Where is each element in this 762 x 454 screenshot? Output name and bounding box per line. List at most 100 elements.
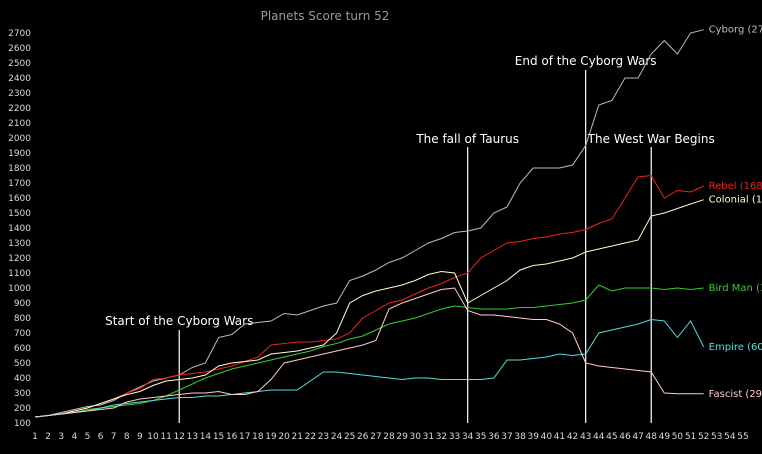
- y-tick-label: 1200: [8, 254, 31, 264]
- x-tick-label: 27: [370, 432, 381, 442]
- x-tick-label: 33: [449, 432, 460, 442]
- x-tick-label: 12: [173, 432, 184, 442]
- x-tick-label: 35: [475, 432, 486, 442]
- y-tick-label: 1700: [8, 179, 31, 189]
- series-line: [34, 287, 704, 418]
- x-tick-label: 52: [698, 432, 709, 442]
- x-tick-label: 50: [672, 432, 684, 442]
- event-markers: Start of the Cyborg Wars The fall of Taur…: [105, 54, 715, 423]
- x-tick-label: 8: [124, 432, 130, 442]
- x-tick-label: 51: [685, 432, 696, 442]
- series-end-label: Fascist (295): [709, 389, 762, 400]
- y-tick-label: 2000: [8, 134, 31, 144]
- y-tick-label: 2400: [8, 74, 31, 84]
- series-end-label: Bird Man (1000): [709, 283, 762, 294]
- event-label: The West War Begins: [587, 132, 715, 146]
- x-tick-label: 43: [580, 432, 591, 442]
- x-tick-label: 16: [226, 432, 238, 442]
- x-tick-label: 5: [85, 432, 91, 442]
- x-tick-label: 48: [645, 432, 657, 442]
- x-tick-label: 26: [357, 432, 369, 442]
- x-tick-label: 55: [737, 432, 748, 442]
- x-tick-label: 10: [147, 432, 159, 442]
- x-tick-label: 42: [567, 432, 578, 442]
- x-tick-label: 18: [252, 432, 264, 442]
- x-tick-label: 41: [554, 432, 565, 442]
- x-tick-label: 20: [278, 432, 290, 442]
- x-tick-label: 49: [659, 432, 671, 442]
- event-label: The fall of Taurus: [415, 132, 519, 146]
- x-tick-label: 9: [137, 432, 143, 442]
- x-tick-label: 54: [724, 432, 736, 442]
- event-label: End of the Cyborg Wars: [515, 54, 657, 68]
- y-tick-label: 1000: [8, 284, 31, 294]
- series-end-label: Rebel (1680): [709, 181, 762, 192]
- series-end-label: Empire (607): [709, 342, 762, 353]
- x-tick-label: 38: [514, 432, 526, 442]
- chart-title: Planets Score turn 52: [261, 9, 390, 23]
- x-tick-label: 22: [305, 432, 316, 442]
- x-tick-label: 19: [265, 432, 277, 442]
- y-tick-label: 700: [14, 329, 31, 339]
- y-tick-label: 100: [14, 419, 31, 429]
- x-tick-label: 15: [213, 432, 224, 442]
- x-tick-label: 28: [383, 432, 395, 442]
- y-tick-label: 1100: [8, 269, 31, 279]
- x-tick-label: 25: [344, 432, 355, 442]
- series-line: [34, 29, 704, 418]
- x-tick-label: 37: [501, 432, 512, 442]
- series-labels: Cyborg (2722) Rebel (1680) Colonial (1589)…: [709, 25, 762, 400]
- series-line: [34, 318, 705, 418]
- y-tick-label: 1500: [8, 209, 31, 219]
- x-tick-label: 7: [111, 432, 117, 442]
- x-tick-label: 3: [58, 432, 64, 442]
- series-line: [34, 174, 704, 418]
- x-tick-label: 1: [32, 432, 38, 442]
- series-lines: [34, 29, 705, 418]
- y-tick-label: 400: [14, 374, 31, 384]
- x-tick-label: 45: [606, 432, 617, 442]
- y-tick-label: 900: [14, 299, 31, 309]
- x-tick-label: 11: [160, 432, 171, 442]
- series-end-label: Cyborg (2722): [709, 25, 762, 36]
- series-end-label: Colonial (1589): [709, 195, 762, 206]
- y-axis: 100 200 300 400 500 600 700 800 900 1000 1100 1200 1…: [8, 29, 31, 429]
- x-tick-label: 21: [291, 432, 302, 442]
- y-tick-label: 2700: [8, 29, 31, 39]
- x-tick-label: 40: [541, 432, 553, 442]
- y-tick-label: 500: [14, 359, 31, 369]
- x-tick-label: 44: [593, 432, 605, 442]
- x-tick-label: 29: [396, 432, 408, 442]
- event-label: Start of the Cyborg Wars: [105, 314, 253, 328]
- y-tick-label: 1800: [8, 164, 31, 174]
- x-axis: 1 2 3 4 5 6 7 8 9 10 11 12 13 14 15 16 17 18 19 20 21 22 23 24 2…: [32, 432, 749, 442]
- x-tick-label: 4: [71, 432, 77, 442]
- y-tick-label: 300: [14, 389, 31, 399]
- y-tick-label: 2500: [8, 59, 31, 69]
- y-tick-label: 1400: [8, 224, 31, 234]
- x-tick-label: 34: [462, 432, 474, 442]
- x-tick-label: 13: [187, 432, 198, 442]
- x-tick-label: 17: [239, 432, 250, 442]
- x-tick-label: 23: [318, 432, 329, 442]
- y-tick-label: 1900: [8, 149, 31, 159]
- x-tick-label: 46: [619, 432, 631, 442]
- x-tick-label: 6: [98, 432, 104, 442]
- x-tick-label: 24: [331, 432, 343, 442]
- y-tick-label: 800: [14, 314, 31, 324]
- x-tick-label: 39: [527, 432, 539, 442]
- x-tick-label: 53: [711, 432, 722, 442]
- x-tick-label: 30: [409, 432, 421, 442]
- x-tick-label: 47: [632, 432, 643, 442]
- series-line: [34, 284, 704, 418]
- x-tick-label: 32: [436, 432, 447, 442]
- x-tick-label: 36: [488, 432, 500, 442]
- y-tick-label: 200: [14, 404, 31, 414]
- x-tick-label: 2: [45, 432, 51, 442]
- y-tick-label: 1600: [8, 194, 31, 204]
- x-tick-label: 31: [423, 432, 434, 442]
- y-tick-label: 2300: [8, 89, 31, 99]
- y-tick-label: 1300: [8, 239, 31, 249]
- x-tick-label: 14: [200, 432, 212, 442]
